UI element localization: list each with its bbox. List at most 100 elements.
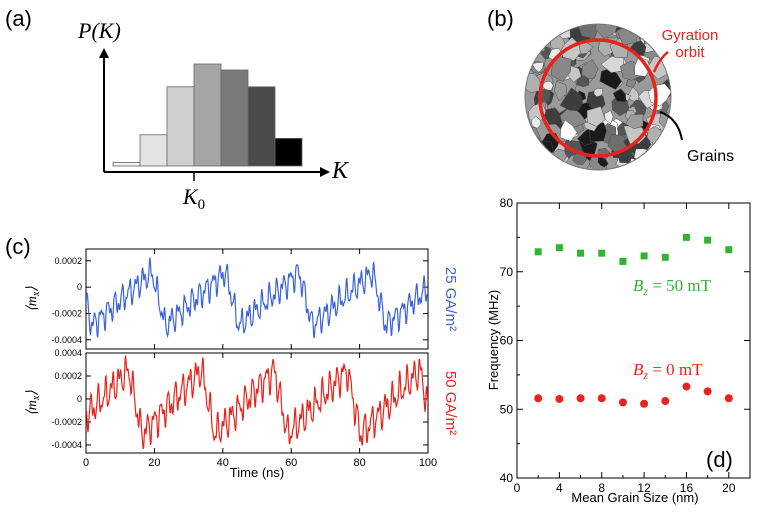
d-x-tick-label: 0 xyxy=(514,481,521,495)
grain-cell xyxy=(525,145,545,163)
grain-cell xyxy=(532,27,545,39)
d-x-tick-label: 16 xyxy=(680,481,694,495)
c-y-tick-label: -0.0004 xyxy=(51,335,82,345)
d-point-0mT xyxy=(555,394,564,403)
d-y-tick-label: 40 xyxy=(500,471,514,485)
grain-cell xyxy=(597,157,609,168)
d-point-0mT xyxy=(661,397,670,405)
panel-d-frequency-plot: 0 4 8 12 16 20 40 50 60 70 80 Frequency (MHz) Mean… xyxy=(486,196,751,505)
d-x-tick-label: 8 xyxy=(598,481,605,495)
grain-cell xyxy=(593,88,603,97)
d-x-tick-label: 20 xyxy=(722,481,736,495)
d-point-50mT xyxy=(619,257,627,265)
grain-cell xyxy=(636,161,649,170)
grain-cell xyxy=(612,88,627,103)
a-x-tick-label: K0 xyxy=(182,184,205,213)
d-y-tick-label: 70 xyxy=(500,265,514,279)
d-point-50mT xyxy=(577,249,585,257)
c-x-tick-label: 60 xyxy=(285,457,297,469)
d-point-50mT xyxy=(555,244,563,252)
d-point-50mT xyxy=(598,249,606,257)
d-point-50mT xyxy=(682,233,690,241)
c-y-tick-label: 0.0002 xyxy=(54,371,82,381)
grain-cell xyxy=(525,31,534,41)
a-x-label: K xyxy=(331,158,350,184)
c-y-tick-label: 0 xyxy=(77,282,82,292)
c-y-tick-label: -0.0002 xyxy=(51,308,82,318)
grain-cell xyxy=(586,106,606,127)
d-series-label-50mT: Bz = 50 mT xyxy=(633,276,712,298)
grain-cell xyxy=(625,113,644,129)
grain-cell xyxy=(525,134,535,154)
d-point-0mT xyxy=(576,394,585,403)
grain-cell xyxy=(554,80,568,102)
grain-cell xyxy=(530,115,542,129)
d-point-0mT xyxy=(534,394,543,403)
d-plot-frame xyxy=(516,202,751,479)
c-bottom-series-label: 50 GA/m² xyxy=(442,371,459,435)
c-x-tick-label: 0 xyxy=(83,457,89,469)
d-point-0mT xyxy=(597,394,606,403)
a-bar-1 xyxy=(139,134,168,167)
d-point-50mT xyxy=(661,253,669,261)
c-bottom-y-label: ⟨mx⟩ xyxy=(25,390,42,416)
grain-cell xyxy=(604,110,614,125)
d-point-50mT xyxy=(725,246,733,254)
d-point-50mT xyxy=(640,252,648,260)
grain-cell xyxy=(525,36,530,50)
c-y-tick-label: -0.0004 xyxy=(51,440,82,450)
a-y-label: P(K) xyxy=(77,18,121,43)
grain-cell xyxy=(559,87,584,112)
c-top-series-line xyxy=(86,257,428,339)
grain-cell xyxy=(559,119,578,142)
a-bar-4 xyxy=(220,69,249,167)
grain-cell xyxy=(525,151,531,166)
grain-cell xyxy=(531,62,545,73)
grain-cell xyxy=(536,158,555,170)
grain-cell xyxy=(662,156,671,170)
disk-outline xyxy=(524,23,672,171)
d-point-0mT xyxy=(724,394,733,403)
panel-a-distribution: P(K) K K0 xyxy=(77,18,350,213)
a-bar-6 xyxy=(274,137,303,167)
panel-label-a: (a) xyxy=(5,6,32,31)
grain-cell xyxy=(661,162,671,170)
grain-cell xyxy=(530,150,545,168)
c-y-tick-label: 0.0004 xyxy=(54,348,82,358)
orbit-label-line2: orbit xyxy=(675,44,705,61)
c-bottom-series-line xyxy=(86,355,428,450)
c-x-tick-label: 40 xyxy=(217,457,229,469)
d-x-tick-label: 12 xyxy=(637,481,651,495)
panel-label-b: (b) xyxy=(487,6,514,31)
c-top-series-label: 25 GA/m² xyxy=(442,267,459,331)
panel-label-c: (c) xyxy=(5,234,31,259)
grain-cell xyxy=(580,58,599,80)
c-top-frame xyxy=(85,248,429,350)
d-y-tick-label: 80 xyxy=(500,196,514,210)
d-y-tick-label: 60 xyxy=(500,334,514,348)
a-bar-2 xyxy=(166,86,195,167)
c-x-axis-label: Time (ns) xyxy=(230,465,284,480)
d-y-axis-label: Frequency (MHz) xyxy=(486,290,501,390)
c-y-tick-label: 0 xyxy=(77,394,82,404)
d-point-0mT xyxy=(703,387,712,396)
grain-cell xyxy=(525,127,541,149)
d-x-tick-label: 4 xyxy=(556,481,563,495)
d-point-50mT xyxy=(704,236,712,244)
d-x-axis-label: Mean Grain Size (nm) xyxy=(571,490,698,505)
d-point-50mT xyxy=(534,248,542,256)
c-y-tick-label: -0.0002 xyxy=(51,417,82,427)
orbit-label-line1: Gyration xyxy=(662,27,719,44)
grain-cell xyxy=(567,65,582,83)
grain-cell xyxy=(535,41,546,52)
panel-b-grain-diagram: Gyration orbit Grains xyxy=(524,23,734,171)
grain-cell xyxy=(529,159,545,170)
gyration-orbit xyxy=(538,38,658,158)
c-x-tick-label: 20 xyxy=(148,457,160,469)
grain-cell xyxy=(634,56,651,77)
grain-cell xyxy=(635,24,658,39)
d-series-label-0mT: Bz = 0 mT xyxy=(633,360,703,382)
grain-cell xyxy=(656,136,668,149)
